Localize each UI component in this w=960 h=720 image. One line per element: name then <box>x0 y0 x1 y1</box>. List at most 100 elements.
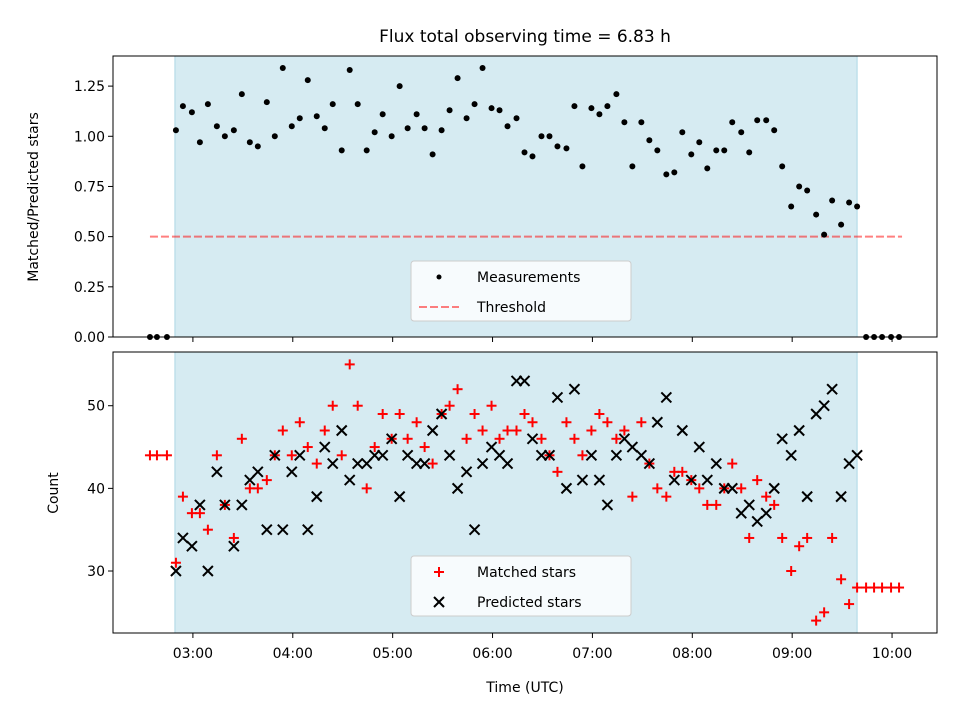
measurement-point <box>629 163 636 170</box>
predicted-star-marker-b <box>676 424 689 437</box>
measurement-point <box>663 171 670 178</box>
top-panel: Flux total observing time = 6.83 h Match… <box>26 27 938 346</box>
bottom-y-axis-label: Count <box>46 472 62 514</box>
predicted-star-marker <box>835 490 847 503</box>
matched-star-marker <box>852 582 863 593</box>
predicted-star-marker <box>426 424 439 437</box>
matched-star-marker <box>236 433 247 444</box>
legend-box <box>410 555 632 617</box>
matched-star-marker <box>627 491 638 502</box>
measurement-point <box>571 103 578 110</box>
predicted-star-marker-b <box>685 474 698 486</box>
legend-marker-measurements <box>436 274 442 280</box>
matched-star-marker <box>228 532 239 543</box>
predicted-star-marker-b <box>344 474 356 486</box>
measurement-point <box>813 211 820 218</box>
matched-star-marker <box>402 433 413 444</box>
predicted-star-marker <box>593 474 606 486</box>
predicted-star-marker-b <box>710 457 722 470</box>
predicted-star-marker <box>610 449 623 462</box>
predicted-star-marker-b <box>451 482 464 495</box>
matched-star-marker <box>711 499 722 510</box>
predicted-star-marker <box>277 523 289 536</box>
matched-star-marker <box>261 475 272 486</box>
legend-label: Matched stars <box>477 565 576 581</box>
measurement-point <box>230 127 237 134</box>
measurement-point <box>338 147 345 154</box>
predicted-star-marker-b <box>236 499 248 511</box>
matched-star-marker <box>819 607 830 618</box>
predicted-star-marker-b <box>760 507 772 519</box>
measurement-point <box>704 165 711 172</box>
matched-star-marker <box>319 425 330 436</box>
predicted-star-marker-b <box>418 457 431 470</box>
matched-star-marker <box>569 433 580 444</box>
matched-star-marker <box>802 532 813 543</box>
predicted-star-marker <box>693 441 705 453</box>
measurement-point <box>304 77 311 84</box>
matched-star-marker <box>844 599 855 610</box>
measurement-point <box>363 147 370 154</box>
predicted-star-marker-b <box>501 457 514 470</box>
predicted-star-marker <box>351 457 364 470</box>
predicted-star-marker-b <box>211 466 223 478</box>
measurement-point <box>671 169 678 176</box>
matched-star-marker <box>336 450 347 461</box>
measurement-point <box>679 129 686 136</box>
matched-star-marker <box>377 408 388 419</box>
predicted-star-marker-b <box>393 490 406 503</box>
predicted-star-marker-b <box>576 474 589 486</box>
measurement-point <box>696 139 703 146</box>
measurement-point <box>479 65 486 72</box>
predicted-star-marker <box>451 482 464 495</box>
matched-star-marker <box>302 442 313 453</box>
measurement-point <box>713 147 720 154</box>
measurement-point <box>646 137 653 144</box>
predicted-star-marker-b <box>568 383 581 395</box>
predicted-star-marker-b <box>618 433 631 445</box>
measurement-point <box>513 115 520 122</box>
predicted-star-marker-b <box>336 424 348 437</box>
bottom-panel: Count Time (UTC) 30 40 50 03:00 04:00 05:00 06… <box>46 351 938 696</box>
predicted-star-marker <box>401 449 414 462</box>
predicted-star-marker <box>585 449 598 462</box>
predicted-star-marker-b <box>485 441 498 453</box>
predicted-star-marker <box>601 499 614 511</box>
measurement-point <box>604 103 611 110</box>
predicted-star-marker <box>286 466 298 478</box>
matched-star-marker <box>894 582 905 593</box>
x-tick-label: 10:00 <box>872 646 912 662</box>
predicted-star-marker-b <box>186 540 198 552</box>
measurement-point <box>279 65 286 72</box>
matched-star-marker <box>477 425 488 436</box>
predicted-star-marker-b <box>826 383 838 395</box>
measurement-point <box>354 101 361 108</box>
x-axis-label: Time (UTC) <box>485 680 563 696</box>
matched-star-marker <box>202 524 213 535</box>
matched-star-marker <box>827 532 838 543</box>
measurement-point <box>321 125 328 132</box>
predicted-star-marker-b <box>626 441 639 453</box>
predicted-star-marker <box>170 565 182 577</box>
predicted-star-marker <box>468 523 481 536</box>
legend-label: Threshold <box>476 300 546 316</box>
predicted-star-marker <box>751 515 763 528</box>
measurement-point <box>738 129 745 136</box>
matched-star-marker <box>536 433 547 444</box>
matched-star-marker <box>419 442 430 453</box>
measurement-point <box>313 113 320 120</box>
matched-star-marker <box>561 417 572 428</box>
measurement-point <box>413 111 420 118</box>
y-tick-label: 1.00 <box>74 129 105 145</box>
predicted-star-marker-b <box>443 449 456 462</box>
predicted-star-marker-b <box>660 391 673 404</box>
measurement-point <box>396 83 403 90</box>
axes-frame <box>112 55 938 338</box>
predicted-star-marker <box>676 424 689 437</box>
matched-star-marker <box>552 466 563 477</box>
matched-star-marker <box>761 491 772 502</box>
measurement-point <box>404 125 411 132</box>
predicted-star-marker-b <box>693 441 705 453</box>
predicted-star-marker <box>460 466 473 478</box>
measurement-point <box>546 133 553 140</box>
